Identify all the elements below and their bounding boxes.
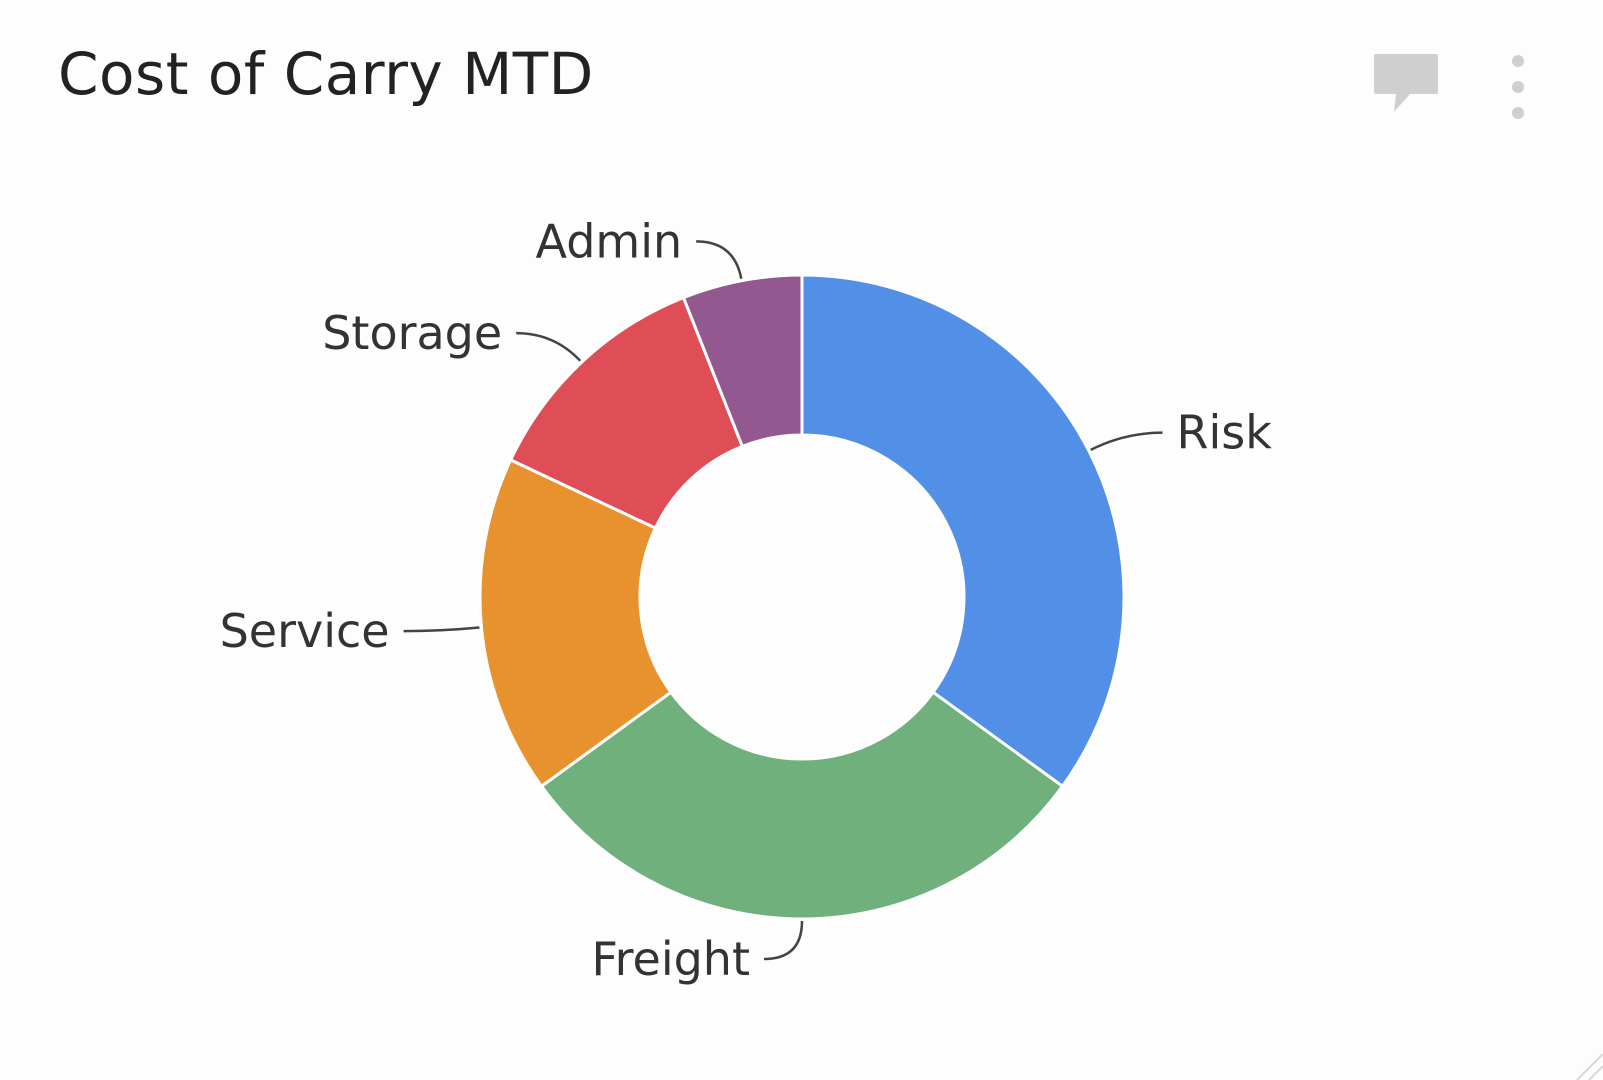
donut-slice-risk[interactable] [800,273,1126,789]
leader-line-service [403,626,480,633]
widget-title: Cost of Carry MTD [58,40,594,108]
comment-icon [1374,54,1438,112]
leader-line-storage [516,331,582,362]
slice-label-risk: Risk [1177,406,1273,460]
slice-label-storage: Storage [322,306,502,360]
slice-label-service: Service [220,604,390,658]
donut-slice-admin[interactable] [681,273,804,449]
more-vertical-icon [1512,55,1524,119]
resize-handle-icon[interactable] [1563,1040,1603,1080]
more-menu-button[interactable] [1504,52,1532,122]
comment-button[interactable] [1372,52,1440,116]
donut-slice-storage[interactable] [508,295,745,531]
donut-slice-service[interactable] [478,457,674,789]
leader-line-freight [763,920,804,961]
leader-line-admin [696,240,743,279]
leader-line-risk [1090,431,1163,452]
slice-label-freight: Freight [592,932,750,986]
slice-label-admin: Admin [536,214,683,268]
donut-slice-freight[interactable] [539,690,1065,921]
